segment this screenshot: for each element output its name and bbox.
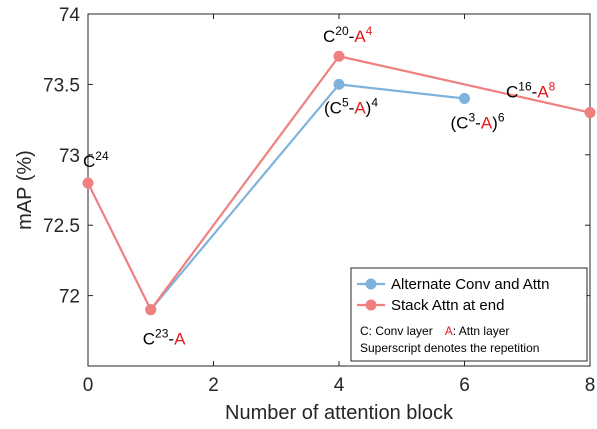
- x-tick-label: 0: [83, 375, 94, 396]
- y-tick-label: 73.5: [43, 75, 80, 96]
- point-annotation: C24: [83, 149, 109, 171]
- y-tick-label: 74: [59, 5, 81, 26]
- point-annotation: C23-A: [143, 327, 186, 349]
- legend-box: [350, 267, 588, 362]
- legend-item-label: Alternate Conv and Attn: [391, 276, 549, 293]
- series-1-point: [584, 107, 596, 119]
- point-annotation: C20-A4: [323, 24, 373, 46]
- legend-marker: [365, 299, 377, 311]
- point-annotation: C16-A8: [506, 80, 556, 102]
- x-tick-label: 2: [208, 375, 219, 396]
- series-0-point: [333, 78, 345, 90]
- legend-marker: [365, 278, 377, 290]
- x-tick-label: 4: [334, 375, 345, 396]
- y-tick-label: 73: [59, 146, 80, 167]
- legend: Alternate Conv and Attn Stack Attn at end…: [350, 267, 588, 362]
- series-1-point: [145, 304, 157, 316]
- legend-note-line1: C: Conv layer A: Attn layer: [360, 324, 509, 338]
- plot-area: [82, 50, 596, 316]
- legend-note-line2: Superscript denotes the repetition: [360, 341, 539, 355]
- y-axis-label: mAP (%): [14, 150, 36, 230]
- series-1-point: [333, 50, 345, 62]
- point-annotation: (C5-A)4: [324, 95, 378, 117]
- y-tick-label: 72.5: [43, 216, 80, 237]
- legend-item-label: Stack Attn at end: [391, 297, 504, 314]
- point-annotation: (C3-A)6: [451, 110, 505, 132]
- series-line-1: [87, 55, 591, 311]
- y-tick-label: 72: [59, 287, 80, 308]
- series-0-point: [459, 92, 470, 104]
- x-axis-label: Number of attention block: [225, 402, 454, 424]
- axes: 0 2 4 6 8 72 72.5 73 73.5 74 Number of attention b…: [14, 5, 595, 424]
- x-tick-label: 6: [459, 375, 470, 396]
- series-1-point: [82, 177, 94, 189]
- x-tick-label: 8: [585, 375, 596, 396]
